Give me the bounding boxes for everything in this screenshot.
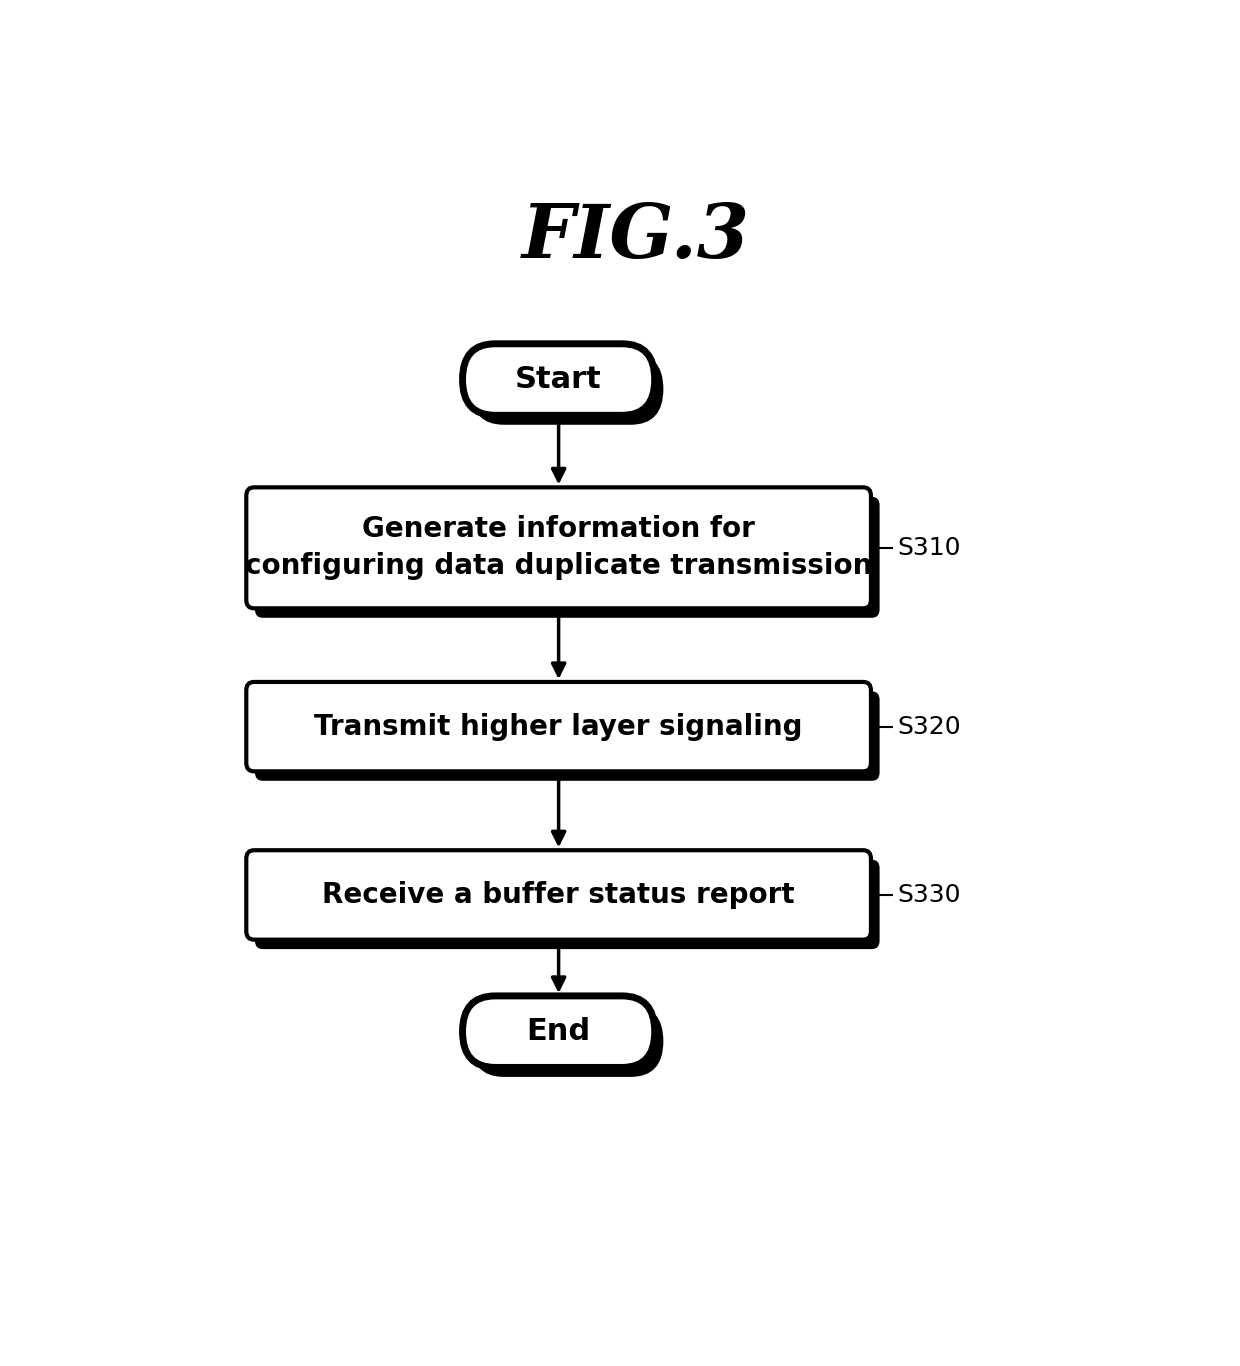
Text: S320: S320 — [897, 714, 961, 739]
Text: Start: Start — [516, 365, 601, 393]
FancyBboxPatch shape — [255, 859, 879, 949]
FancyBboxPatch shape — [255, 691, 879, 781]
Text: End: End — [527, 1018, 590, 1046]
FancyBboxPatch shape — [247, 682, 870, 772]
FancyBboxPatch shape — [463, 344, 655, 415]
Text: FIG.3: FIG.3 — [522, 201, 749, 273]
FancyBboxPatch shape — [255, 497, 879, 617]
Text: Transmit higher layer signaling: Transmit higher layer signaling — [315, 713, 802, 740]
FancyBboxPatch shape — [471, 1005, 663, 1076]
Text: Generate information for
configuring data duplicate transmission: Generate information for configuring dat… — [246, 515, 872, 581]
FancyBboxPatch shape — [463, 996, 655, 1067]
Text: S330: S330 — [897, 882, 961, 907]
FancyBboxPatch shape — [247, 488, 870, 608]
FancyBboxPatch shape — [247, 850, 870, 940]
Text: Receive a buffer status report: Receive a buffer status report — [322, 881, 795, 908]
FancyBboxPatch shape — [471, 354, 663, 425]
Text: S310: S310 — [897, 535, 961, 560]
